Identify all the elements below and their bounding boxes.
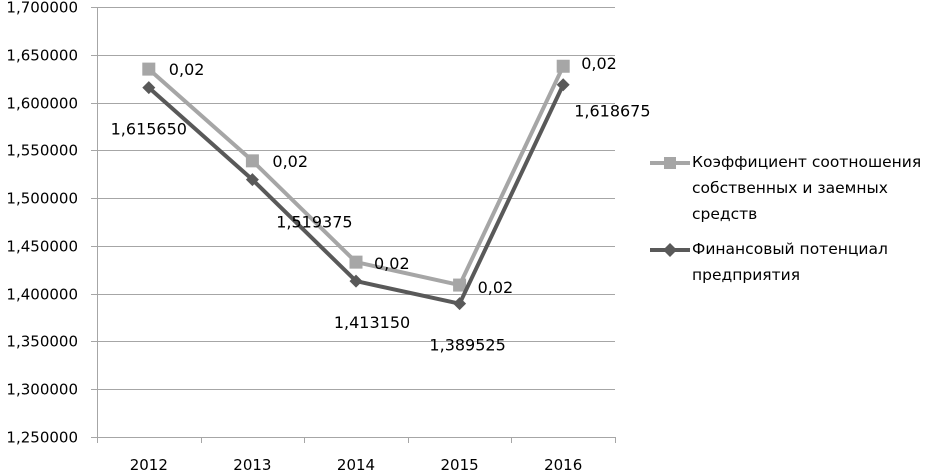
y-tick-label: 1,700000 <box>6 0 78 17</box>
y-tick-label: 1,500000 <box>6 190 78 208</box>
series-1-point-1 <box>245 173 259 187</box>
data-label-ratio-3: 0,02 <box>478 278 514 297</box>
series-lines <box>142 59 570 311</box>
series-line-0 <box>147 65 566 288</box>
y-tick-label: 1,300000 <box>6 381 78 399</box>
x-tick-label: 2013 <box>233 456 271 472</box>
gridlines <box>91 7 615 438</box>
y-tick-label: 1,600000 <box>6 95 78 113</box>
x-tick-label: 2012 <box>130 456 168 472</box>
x-tick-label: 2016 <box>544 456 582 472</box>
x-tick-label: 2014 <box>337 456 375 472</box>
data-labels: 0,02 0,02 0,02 0,02 0,02 1,615650 1,519375 1,41… <box>111 54 651 354</box>
y-tick-label: 1,450000 <box>6 238 78 256</box>
series-0-point-2 <box>349 255 363 269</box>
data-label-potential-2: 1,413150 <box>334 313 410 332</box>
legend-item-ratio: Коэффициент соотношения собственных и за… <box>648 152 936 227</box>
y-tick-label: 1,550000 <box>6 142 78 160</box>
data-label-potential-0: 1,615650 <box>111 120 187 139</box>
y-tick-label: 1,400000 <box>6 286 78 304</box>
data-label-potential-3: 1,389525 <box>429 336 505 355</box>
series-1-point-2 <box>349 274 363 288</box>
x-axis: 2012 2013 2014 2015 2016 <box>97 437 616 472</box>
series-1-point-4 <box>556 78 570 92</box>
data-label-ratio-0: 0,02 <box>169 60 205 79</box>
data-label-ratio-4: 0,02 <box>581 54 617 73</box>
legend-label-ratio: Коэффициент соотношения собственных и за… <box>692 153 922 223</box>
legend-swatch-ratio <box>650 157 690 169</box>
y-axis: 1,250000 1,300000 1,350000 1,400000 1,450000… <box>6 0 98 447</box>
series-1-point-3 <box>453 297 467 311</box>
series-1-point-0 <box>142 81 156 95</box>
data-label-potential-1: 1,519375 <box>276 213 352 232</box>
series-0-point-3 <box>453 278 467 292</box>
y-tick-label: 1,250000 <box>6 429 78 447</box>
legend: Коэффициент соотношения собственных и за… <box>648 152 936 300</box>
legend-item-potential: Финансовый потенциал предприятия <box>648 239 936 288</box>
y-tick-label: 1,650000 <box>6 47 78 65</box>
x-tick-label: 2015 <box>441 456 479 472</box>
series-0-point-0 <box>142 62 156 76</box>
series-0-point-1 <box>245 154 259 168</box>
legend-label-potential: Финансовый потенциал предприятия <box>692 240 888 284</box>
y-tick-label: 1,350000 <box>6 333 78 351</box>
series-0-point-4 <box>556 59 570 73</box>
legend-swatch-potential <box>650 243 690 257</box>
data-label-potential-4: 1,618675 <box>574 102 650 121</box>
data-label-ratio-1: 0,02 <box>272 152 308 171</box>
data-label-ratio-2: 0,02 <box>374 254 410 273</box>
